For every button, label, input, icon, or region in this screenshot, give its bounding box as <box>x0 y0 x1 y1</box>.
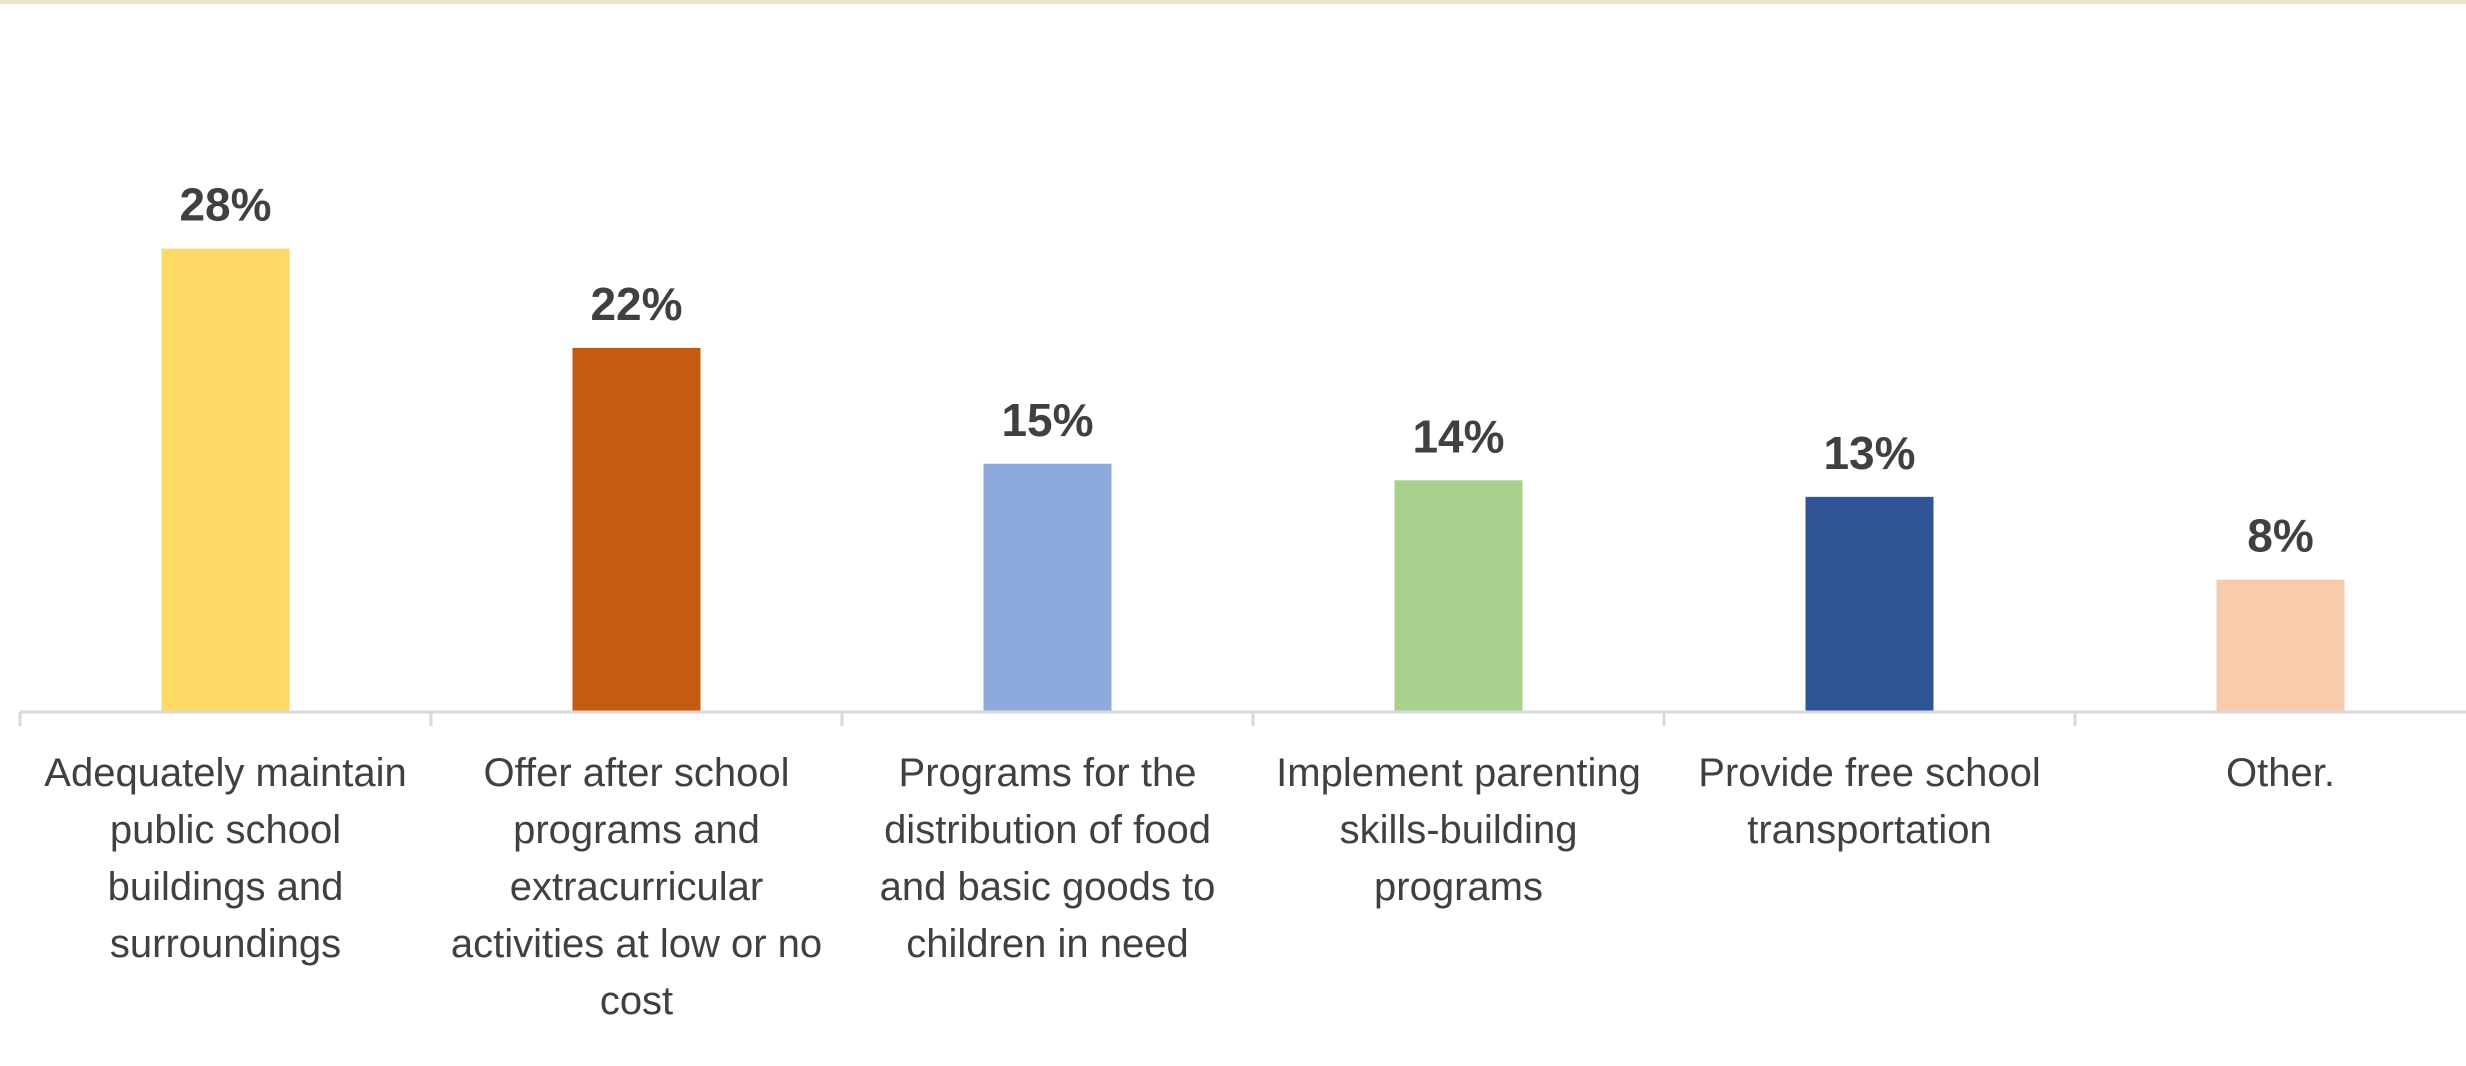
category-label-line: Adequately maintain <box>44 751 406 795</box>
category-label-line: buildings and <box>108 865 344 909</box>
category-label-line: extracurricular <box>510 865 763 909</box>
category-label-line: surroundings <box>110 922 341 966</box>
data-label: 13% <box>1823 427 1915 479</box>
value-labels-layer: 28% 22% 15% 14% 13% 8% <box>179 179 2313 562</box>
category-label: Adequately maintain public school building… <box>44 751 406 966</box>
category-label-line: cost <box>600 979 673 1023</box>
category-label-line: children in need <box>906 922 1188 966</box>
bars-layer <box>161 248 2345 712</box>
category-label: Implement parenting skills-building progra… <box>1276 751 1641 909</box>
data-label: 14% <box>1412 410 1504 462</box>
category-label-line: activities at low or no <box>451 922 822 966</box>
category-label-line: programs <box>1374 865 1543 909</box>
category-label-line: Offer after school <box>483 751 789 795</box>
data-label: 8% <box>2247 510 2313 562</box>
category-label-line: public school <box>110 808 341 852</box>
bar <box>1805 496 1934 712</box>
bar <box>572 347 701 712</box>
bar <box>1394 480 1523 712</box>
bar <box>983 463 1112 712</box>
x-axis <box>18 710 2466 726</box>
category-label-line: distribution of food <box>884 808 1211 852</box>
bar <box>2216 579 2345 712</box>
bar-chart: 28% 22% 15% 14% 13% 8% Adequately maintain pub… <box>18 179 2466 1023</box>
category-label-line: and basic goods to <box>880 865 1216 909</box>
category-label-line: skills-building <box>1340 808 1578 852</box>
category-label-line: transportation <box>1747 808 1992 852</box>
category-label: Programs for the distribution of food and … <box>880 751 1216 966</box>
data-label: 28% <box>179 179 271 231</box>
category-label-line: Implement parenting <box>1276 751 1641 795</box>
category-label-line: Other. <box>2226 751 2335 795</box>
data-label: 22% <box>590 278 682 330</box>
category-label-line: Programs for the <box>899 751 1197 795</box>
category-label: Offer after school programs and extracurri… <box>451 751 822 1023</box>
category-label-line: programs and <box>513 808 760 852</box>
data-label: 15% <box>1001 394 1093 446</box>
category-label: Other. <box>2226 751 2335 795</box>
bar <box>161 248 290 712</box>
category-label: Provide free school transportation <box>1698 751 2040 852</box>
category-label-line: Provide free school <box>1698 751 2040 795</box>
category-labels-layer: Adequately maintain public school building… <box>44 751 2335 1023</box>
